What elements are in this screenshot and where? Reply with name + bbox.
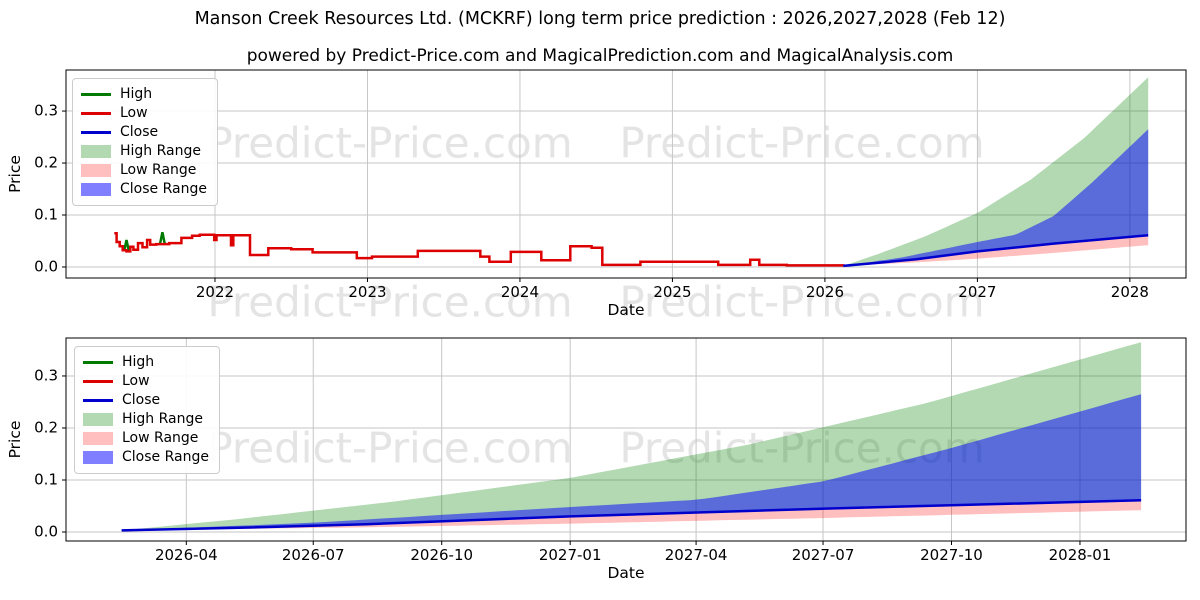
legend-patch-swatch bbox=[81, 145, 111, 158]
x-tick-label: 2024 bbox=[501, 283, 539, 301]
watermark-text: Predict-Price.com bbox=[207, 277, 573, 327]
x-tick-label: 2026-07 bbox=[282, 546, 345, 564]
x-tick-label: 2027-04 bbox=[665, 546, 728, 564]
y-axis-label: Price bbox=[6, 155, 24, 193]
legend-item-low-range: Low Range bbox=[81, 161, 207, 180]
x-tick-label: 2027-01 bbox=[539, 546, 602, 564]
legend-patch-swatch bbox=[83, 432, 113, 445]
close-range-band bbox=[121, 394, 1142, 531]
legend-item-label: Low bbox=[122, 373, 150, 389]
x-tick-label: 2027-07 bbox=[792, 546, 855, 564]
close-prediction-line bbox=[121, 499, 1142, 532]
legend-item-close-range: Close Range bbox=[83, 448, 209, 467]
x-tick-label: 2026-10 bbox=[410, 546, 473, 564]
legend-item-label: High Range bbox=[120, 143, 201, 159]
legend-item-close: Close bbox=[81, 123, 207, 142]
y-tick-label: 0.3 bbox=[34, 102, 58, 120]
legend-line-swatch bbox=[81, 131, 111, 134]
legend-item-low-range: Low Range bbox=[83, 429, 209, 448]
y-tick-label: 0.0 bbox=[34, 257, 58, 275]
y-axis-label: Price bbox=[6, 421, 24, 459]
legend-line-swatch bbox=[81, 93, 111, 96]
high-line-spike bbox=[158, 231, 166, 244]
y-tick-label: 0.2 bbox=[34, 418, 58, 436]
x-axis-label: Date bbox=[607, 564, 644, 582]
legend-item-label: High bbox=[122, 354, 155, 370]
y-tick-label: 0.2 bbox=[34, 154, 58, 172]
legend-item-label: Close Range bbox=[120, 181, 207, 197]
watermark-text: Predict-Price.com bbox=[619, 277, 985, 327]
legend-item-label: Low bbox=[120, 105, 148, 121]
legend-patch-swatch bbox=[81, 183, 111, 196]
legend-item-label: High bbox=[120, 86, 153, 102]
x-axis-label: Date bbox=[607, 301, 644, 319]
chart-title: Manson Creek Resources Ltd. (MCKRF) long… bbox=[194, 9, 1006, 29]
x-tick-label: 2023 bbox=[348, 283, 386, 301]
axis-labels: 2026-04 2026-07 2026-10 2027-01 2027-04 2027-… bbox=[6, 366, 1111, 582]
plot-frame bbox=[65, 69, 1187, 279]
legend-line-swatch bbox=[81, 112, 111, 115]
x-tick-label: 2025 bbox=[653, 283, 691, 301]
y-tick-label: 0.0 bbox=[34, 523, 58, 541]
legend-top-chart: High Low Close High Range Low Range Close Ran… bbox=[72, 78, 218, 206]
legend-line-swatch bbox=[83, 399, 113, 402]
chart: 2026-04 2026-07 2026-10 2027-01 2027-04 2027-… bbox=[6, 337, 1187, 582]
legend-item-label: Close bbox=[122, 392, 161, 408]
x-tick-label: 2027-10 bbox=[920, 546, 983, 564]
x-tick-label: 2028-01 bbox=[1049, 546, 1112, 564]
close-prediction-line bbox=[843, 234, 1149, 268]
legend-item-close: Close bbox=[83, 391, 209, 410]
legend-item-label: Close Range bbox=[122, 449, 209, 465]
legend-item-label: Close bbox=[120, 124, 159, 140]
legend-patch-swatch bbox=[81, 164, 111, 177]
x-tick-label: 2022 bbox=[196, 283, 234, 301]
watermark-text: Predict-Price.com bbox=[207, 118, 573, 168]
legend-item-label: High Range bbox=[122, 411, 203, 427]
legend-item-high-range: High Range bbox=[83, 410, 209, 429]
legend-item-close-range: Close Range bbox=[81, 180, 207, 199]
plot-frame bbox=[65, 337, 1187, 542]
legend-item-low: Low bbox=[81, 104, 207, 123]
close-range-band bbox=[843, 129, 1149, 266]
y-tick-label: 0.3 bbox=[34, 366, 58, 384]
y-tick-label: 0.1 bbox=[34, 470, 58, 488]
legend-patch-swatch bbox=[83, 451, 113, 464]
legend-item-low: Low bbox=[83, 372, 209, 391]
watermark-text: Predict-Price.com bbox=[207, 423, 573, 473]
axis-labels: 2022 2023 2024 2025 2026 2027 2028 0.0 0.1 0.2 0.3… bbox=[6, 102, 1149, 320]
low-history-line bbox=[114, 231, 845, 267]
legend-patch-swatch bbox=[83, 413, 113, 426]
x-tick-label: 2028 bbox=[1111, 283, 1149, 301]
y-tick-label: 0.1 bbox=[34, 206, 58, 224]
chart: 2022 2023 2024 2025 2026 2027 2028 0.0 0.1 0.2 0.3… bbox=[6, 69, 1187, 320]
high-line-spike bbox=[122, 239, 131, 252]
legend-bottom-chart: High Low Close High Range Low Range Close Ran… bbox=[74, 346, 220, 474]
x-tick-label: 2026-04 bbox=[155, 546, 218, 564]
x-tick-label: 2027 bbox=[958, 283, 996, 301]
legend-item-high: High bbox=[81, 85, 207, 104]
legend-item-high: High bbox=[83, 353, 209, 372]
legend-item-high-range: High Range bbox=[81, 142, 207, 161]
x-tick-label: 2026 bbox=[806, 283, 844, 301]
legend-line-swatch bbox=[83, 361, 113, 364]
legend-line-swatch bbox=[83, 380, 113, 383]
watermark-text: Predict-Price.com bbox=[619, 118, 985, 168]
legend-item-label: Low Range bbox=[122, 430, 199, 446]
legend-item-label: Low Range bbox=[120, 162, 197, 178]
chart-subtitle: powered by Predict-Price.com and Magical… bbox=[246, 46, 954, 66]
